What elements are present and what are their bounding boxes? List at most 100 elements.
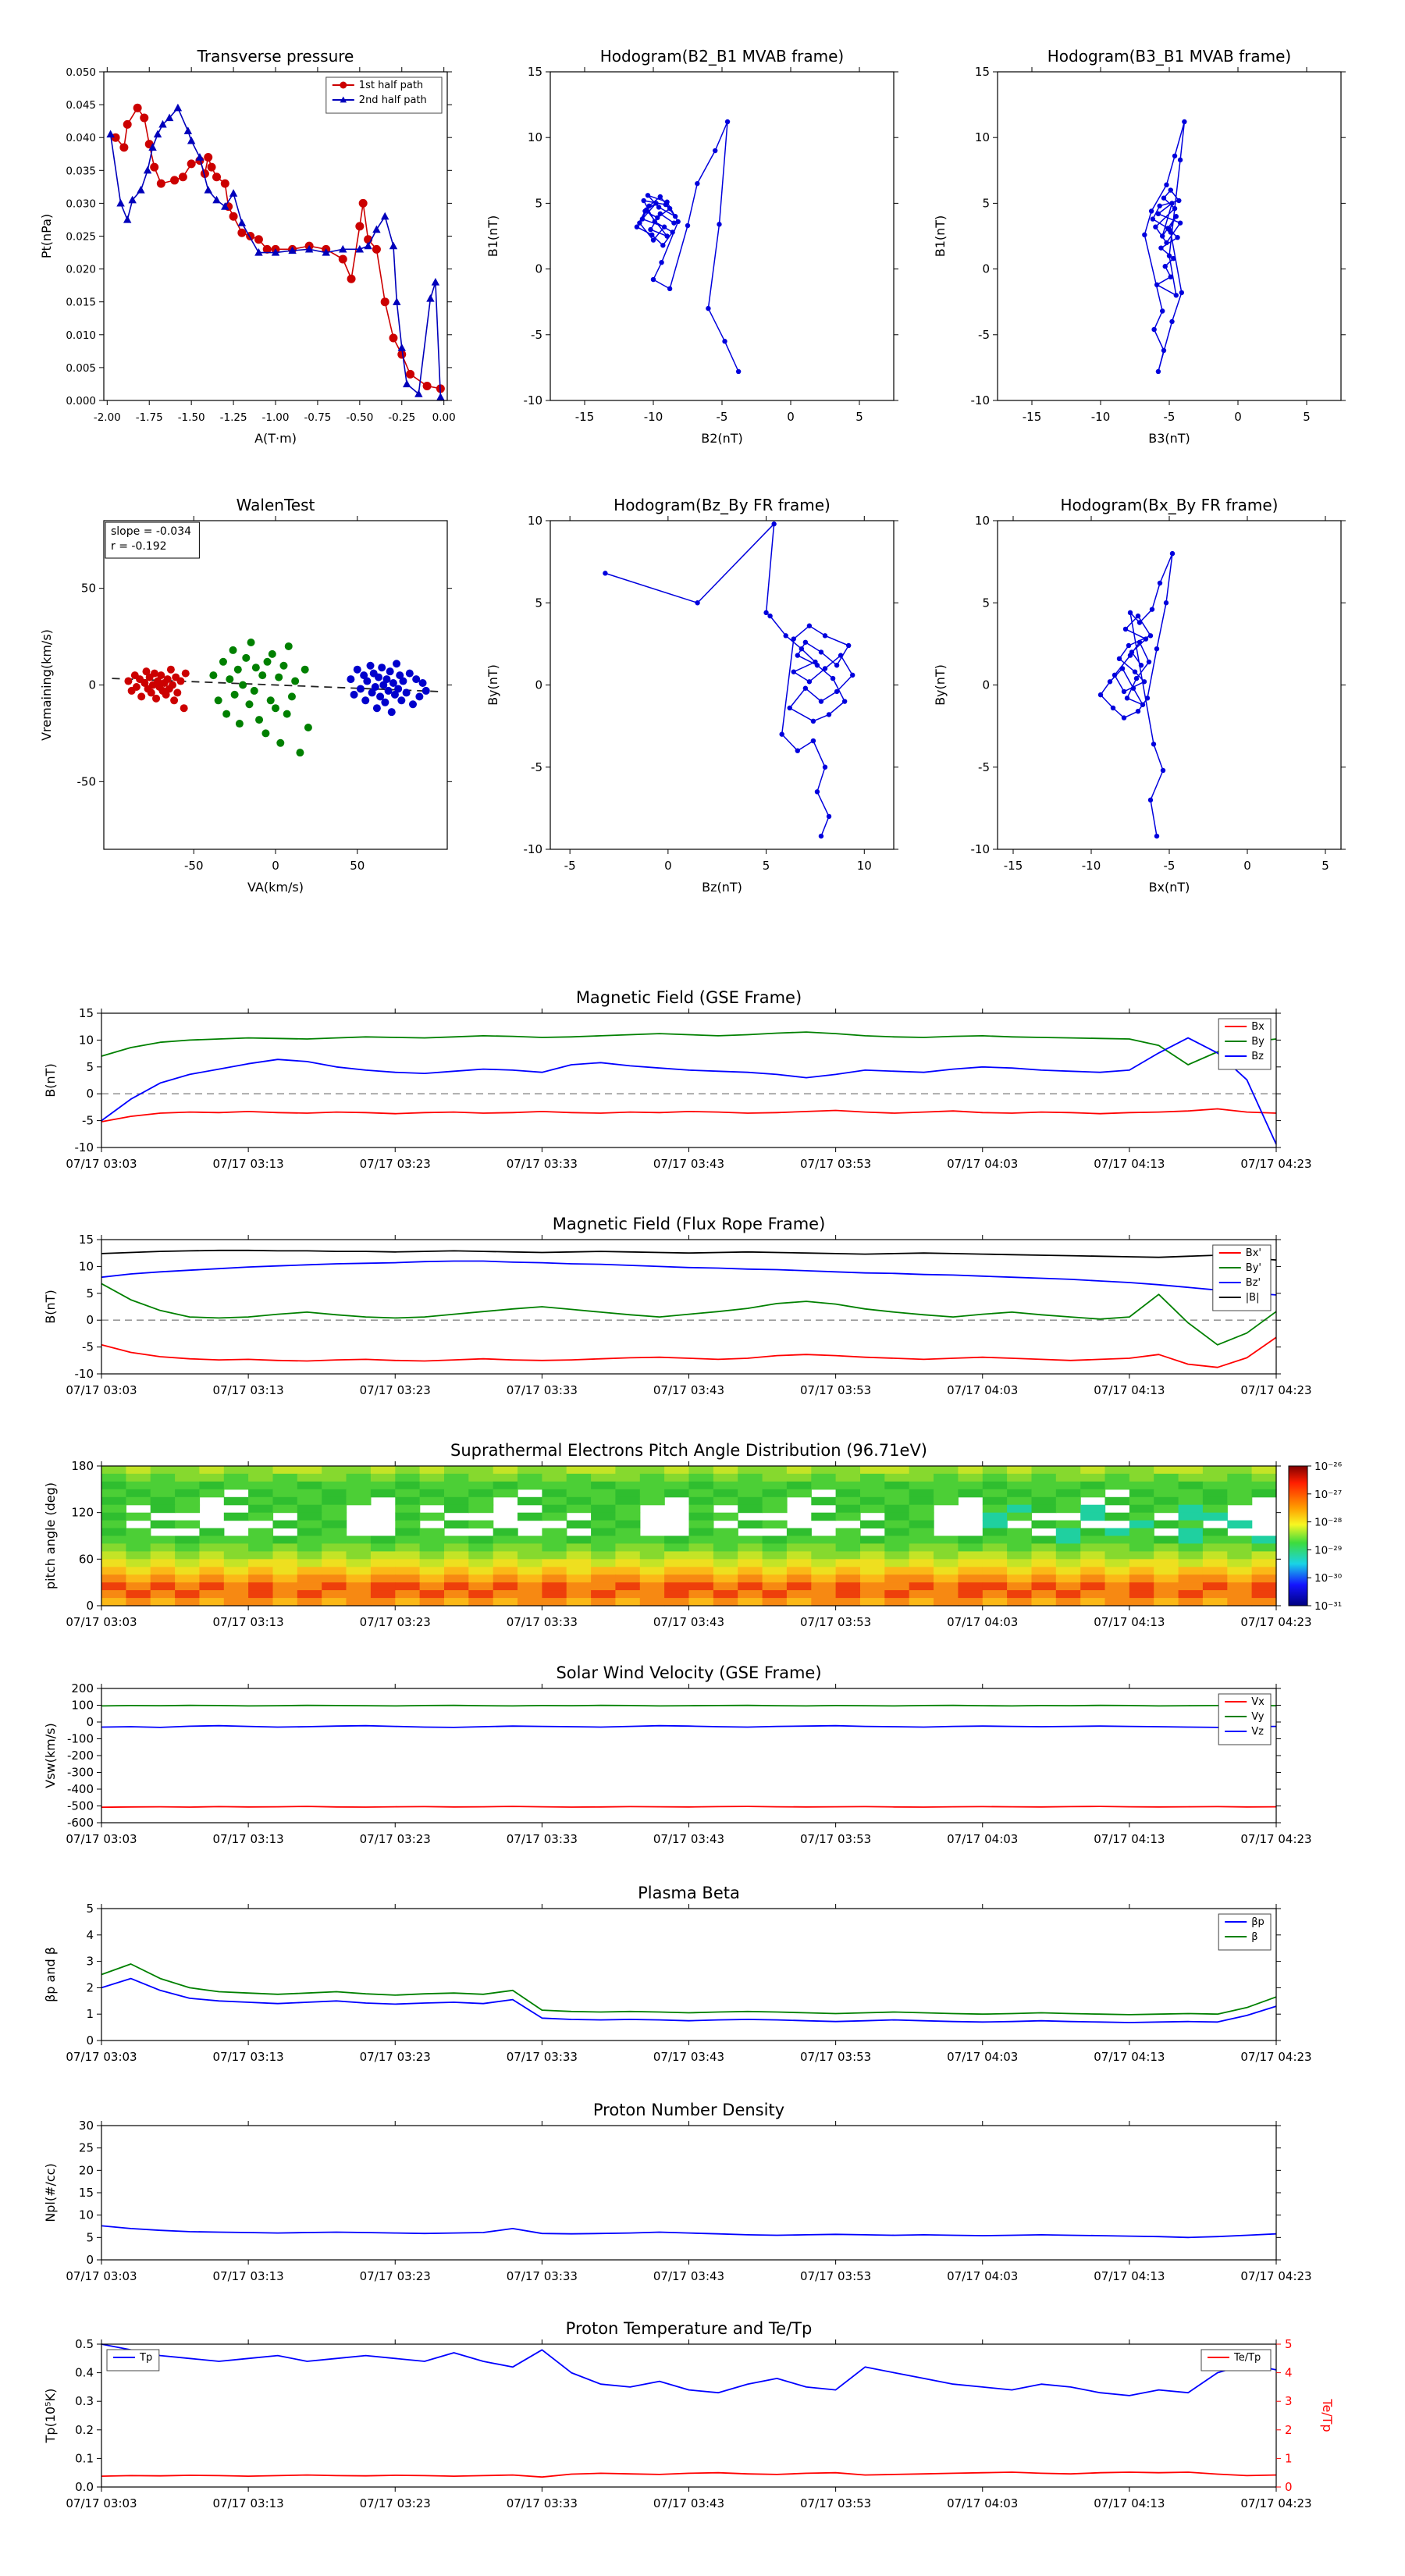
svg-text:r = -0.192: r = -0.192 <box>111 540 167 553</box>
svg-text:07/17 03:03: 07/17 03:03 <box>66 1832 137 1846</box>
svg-text:07/17 04:23: 07/17 04:23 <box>1240 2269 1311 2283</box>
svg-text:50: 50 <box>81 582 96 596</box>
svg-text:Proton Number Density: Proton Number Density <box>593 2101 784 2119</box>
svg-text:B(nT): B(nT) <box>43 1063 58 1097</box>
svg-text:07/17 04:23: 07/17 04:23 <box>1240 1615 1311 1629</box>
svg-text:5: 5 <box>535 196 542 210</box>
svg-text:180: 180 <box>71 1459 94 1473</box>
electron-pitch-angle-spectrogram: 07/17 03:03 07/17 03:13 07/17 03:23 07/17 0… <box>39 1431 1366 1643</box>
svg-text:07/17 03:33: 07/17 03:33 <box>507 1157 578 1171</box>
svg-text:Suprathermal Electrons Pitch A: Suprathermal Electrons Pitch Angle Distr… <box>450 1441 927 1460</box>
svg-text:0: 0 <box>86 2033 94 2048</box>
svg-text:By(nT): By(nT) <box>933 664 948 706</box>
svg-text:07/17 04:13: 07/17 04:13 <box>1094 2269 1165 2283</box>
svg-text:5: 5 <box>86 1286 94 1300</box>
svg-text:50: 50 <box>350 859 365 873</box>
svg-text:-10: -10 <box>1091 410 1111 424</box>
svg-text:60: 60 <box>79 1552 94 1566</box>
svg-text:07/17 03:53: 07/17 03:53 <box>800 2050 871 2064</box>
svg-text:-5: -5 <box>531 760 542 774</box>
svg-text:0.0: 0.0 <box>75 2480 94 2494</box>
svg-text:0.040: 0.040 <box>66 132 96 144</box>
magnetic-field-gse-plot: 07/17 03:03 07/17 03:13 07/17 03:23 07/17 0… <box>39 978 1366 1185</box>
svg-text:VA(km/s): VA(km/s) <box>247 880 304 895</box>
svg-text:0: 0 <box>535 678 542 692</box>
svg-text:-15: -15 <box>575 410 595 424</box>
svg-text:-1.00: -1.00 <box>262 411 290 424</box>
svg-text:-100: -100 <box>67 1732 94 1746</box>
svg-text:07/17 03:43: 07/17 03:43 <box>653 1383 724 1397</box>
svg-text:-5: -5 <box>717 410 728 424</box>
svg-text:07/17 03:13: 07/17 03:13 <box>213 1383 284 1397</box>
svg-text:07/17 04:23: 07/17 04:23 <box>1240 1157 1311 1171</box>
svg-text:WalenTest: WalenTest <box>237 496 315 514</box>
svg-text:-10: -10 <box>644 410 663 424</box>
svg-text:0: 0 <box>1243 859 1251 873</box>
magnetic-field-flux-rope-plot: 07/17 03:03 07/17 03:13 07/17 03:23 07/17 0… <box>39 1204 1366 1411</box>
svg-text:07/17 04:03: 07/17 04:03 <box>947 2496 1018 2510</box>
svg-text:25: 25 <box>79 2141 94 2155</box>
svg-text:10: 10 <box>528 514 542 528</box>
svg-text:Tp(10⁵K): Tp(10⁵K) <box>43 2389 58 2444</box>
svg-text:10⁻²⁷: 10⁻²⁷ <box>1314 1489 1342 1501</box>
svg-text:07/17 03:43: 07/17 03:43 <box>653 1615 724 1629</box>
svg-text:Hodogram(B3_B1 MVAB frame): Hodogram(B3_B1 MVAB frame) <box>1048 47 1291 66</box>
solar-wind-velocity-plot: 07/17 03:03 07/17 03:13 07/17 03:23 07/17 0… <box>39 1653 1366 1860</box>
svg-text:Te/Tp: Te/Tp <box>1233 2352 1261 2364</box>
svg-text:βp: βp <box>1251 1916 1264 1928</box>
svg-text:07/17 03:43: 07/17 03:43 <box>653 2496 724 2510</box>
svg-text:07/17 03:23: 07/17 03:23 <box>360 1157 431 1171</box>
svg-text:-50: -50 <box>77 774 97 788</box>
svg-text:0.000: 0.000 <box>66 395 96 407</box>
svg-text:0.00: 0.00 <box>432 411 456 424</box>
svg-text:07/17 03:43: 07/17 03:43 <box>653 1832 724 1846</box>
svg-text:3: 3 <box>86 1955 94 1969</box>
svg-text:07/17 03:03: 07/17 03:03 <box>66 1157 137 1171</box>
transverse-pressure-plot: -2.00 -1.75 -1.50 -1.25 -1.00 -0.75 -0.50 -0.25… <box>35 31 464 457</box>
svg-text:07/17 03:13: 07/17 03:13 <box>213 1615 284 1629</box>
svg-text:1st half path: 1st half path <box>359 80 423 91</box>
svg-text:-5: -5 <box>82 1340 94 1354</box>
svg-text:0.030: 0.030 <box>66 197 96 210</box>
svg-text:Magnetic Field (GSE Frame): Magnetic Field (GSE Frame) <box>576 988 802 1007</box>
svg-text:30: 30 <box>79 2119 94 2133</box>
svg-text:15: 15 <box>975 65 990 79</box>
svg-text:0.020: 0.020 <box>66 264 96 276</box>
svg-text:By(nT): By(nT) <box>486 664 500 706</box>
svg-text:5: 5 <box>982 596 990 610</box>
svg-text:βp and β: βp and β <box>43 1947 58 2002</box>
svg-text:0: 0 <box>787 410 795 424</box>
svg-text:B(nT): B(nT) <box>43 1290 58 1323</box>
svg-text:07/17 04:03: 07/17 04:03 <box>947 1615 1018 1629</box>
svg-text:-10: -10 <box>524 842 543 856</box>
svg-text:Solar Wind Velocity (GSE Frame: Solar Wind Velocity (GSE Frame) <box>556 1663 821 1682</box>
svg-text:-1.25: -1.25 <box>220 411 247 424</box>
hodogram-b3-b1-plot: -15 -10 -5 0 5 -10 -5 0 5 10 15 Hodogram(B3_B1 MVAB… <box>929 31 1358 457</box>
svg-text:Magnetic Field (Flux Rope Fram: Magnetic Field (Flux Rope Frame) <box>553 1215 826 1233</box>
svg-text:07/17 03:43: 07/17 03:43 <box>653 2050 724 2064</box>
svg-text:10: 10 <box>79 1033 94 1047</box>
svg-text:0.2: 0.2 <box>75 2423 94 2437</box>
svg-text:B1(nT): B1(nT) <box>933 215 948 258</box>
svg-text:0.3: 0.3 <box>75 2394 94 2408</box>
svg-text:Vsw(km/s): Vsw(km/s) <box>43 1723 58 1788</box>
svg-text:5: 5 <box>535 596 542 610</box>
svg-text:07/17 04:13: 07/17 04:13 <box>1094 2496 1165 2510</box>
svg-text:15: 15 <box>528 65 542 79</box>
svg-text:0: 0 <box>86 1599 94 1613</box>
svg-text:10⁻³⁰: 10⁻³⁰ <box>1314 1572 1342 1585</box>
walen-test-plot: -50 0 50 -50 0 50 WalenTest VA(km/s) Vremaining(… <box>35 480 464 906</box>
svg-text:07/17 03:03: 07/17 03:03 <box>66 2496 137 2510</box>
svg-text:07/17 04:03: 07/17 04:03 <box>947 2269 1018 2283</box>
svg-text:07/17 03:33: 07/17 03:33 <box>507 1832 578 1846</box>
svg-text:Plasma Beta: Plasma Beta <box>638 1884 740 1902</box>
svg-text:-300: -300 <box>67 1766 94 1780</box>
svg-text:07/17 03:33: 07/17 03:33 <box>507 2050 578 2064</box>
svg-text:07/17 04:13: 07/17 04:13 <box>1094 1157 1165 1171</box>
svg-text:0.035: 0.035 <box>66 165 96 177</box>
svg-text:07/17 04:23: 07/17 04:23 <box>1240 2496 1311 2510</box>
svg-text:Proton Temperature and Te/Tp: Proton Temperature and Te/Tp <box>566 2319 813 2338</box>
hodogram-bz-by-plot: -5 0 5 10 -10 -5 0 5 10 Hodogram(Bz_By FR frame) B… <box>482 480 911 906</box>
svg-text:0.025: 0.025 <box>66 231 96 244</box>
svg-text:07/17 03:03: 07/17 03:03 <box>66 1383 137 1397</box>
